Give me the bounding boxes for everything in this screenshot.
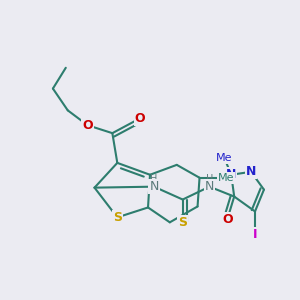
Text: N: N <box>226 168 236 181</box>
Text: O: O <box>222 213 232 226</box>
Text: N: N <box>149 180 159 193</box>
Text: H: H <box>206 174 213 184</box>
Text: O: O <box>135 112 146 125</box>
Text: N: N <box>246 165 256 178</box>
Text: Me: Me <box>216 153 232 163</box>
Text: H: H <box>150 174 158 184</box>
Text: O: O <box>82 119 93 132</box>
Text: S: S <box>113 211 122 224</box>
Text: I: I <box>253 228 257 241</box>
Text: Me: Me <box>218 173 235 183</box>
Text: N: N <box>205 180 214 193</box>
Text: S: S <box>178 216 187 229</box>
